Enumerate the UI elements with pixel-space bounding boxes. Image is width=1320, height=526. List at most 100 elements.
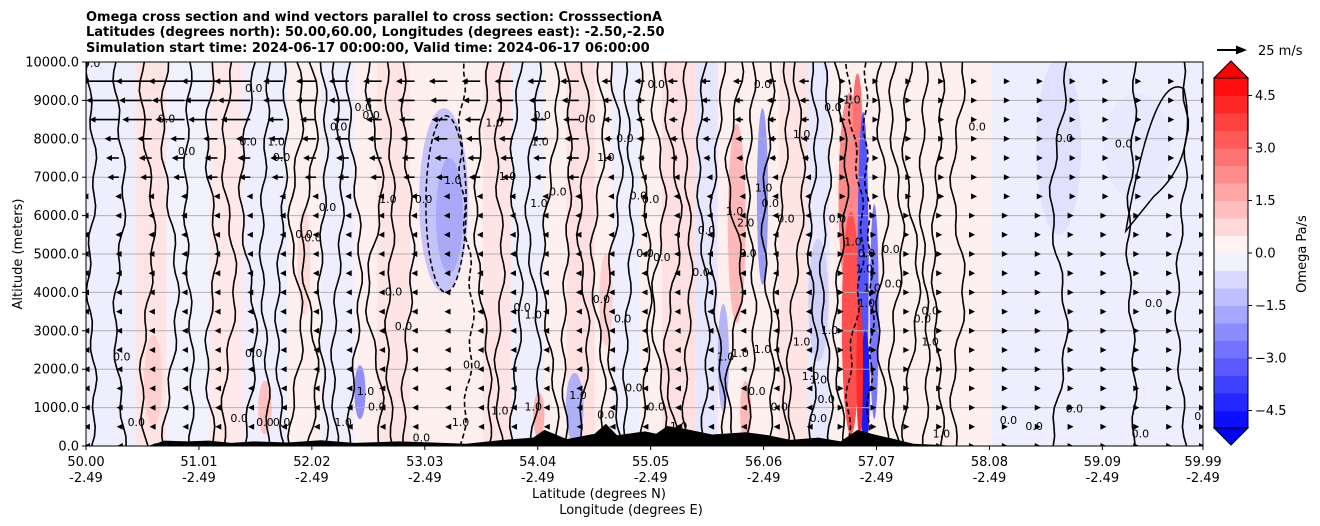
contour-line: [637, 62, 653, 446]
wind-vector: [1199, 443, 1203, 446]
y-axis-label: Altitude (meters): [11, 199, 26, 310]
wind-vector: [969, 443, 976, 446]
contour-line: [86, 62, 98, 446]
wind-vector: [969, 308, 976, 315]
wind-vector: [500, 155, 507, 161]
wind-vector: [411, 270, 418, 277]
wind-vector: [1034, 366, 1041, 373]
contour-label: 0.0: [653, 251, 671, 264]
wind-vector: [89, 116, 96, 123]
wind-vector: [1133, 443, 1140, 446]
wind-vector: [936, 347, 943, 353]
quiver-key-arrowhead: [1236, 45, 1247, 55]
wind-vector: [1133, 366, 1140, 373]
wind-vector: [1102, 135, 1109, 142]
wind-vector: [603, 135, 610, 142]
wind-vector: [905, 193, 912, 200]
wind-vector: [837, 385, 844, 392]
wind-vector: [575, 231, 582, 238]
wind-vector: [903, 385, 910, 392]
contour-line: [182, 62, 195, 446]
wind-vector: [576, 347, 583, 353]
wind-vector: [148, 231, 155, 238]
contour-line: [785, 62, 807, 446]
wind-vector: [263, 97, 270, 104]
wind-vector: [1199, 404, 1203, 411]
wind-vector: [903, 366, 910, 373]
x-tick-label-latitude: 54.04: [519, 455, 556, 470]
wind-vector: [608, 193, 615, 200]
wind-vector: [674, 251, 681, 257]
wind-vector: [1069, 193, 1076, 200]
colorbar-segment: [1214, 340, 1248, 359]
wind-vector: [180, 193, 187, 200]
contour-label: 1.0: [499, 170, 517, 183]
contour-label: 0.0: [239, 136, 257, 149]
wind-vector: [837, 404, 844, 411]
wind-vector: [86, 423, 90, 430]
wind-vector: [732, 78, 739, 85]
wind-vector: [805, 212, 812, 219]
wind-vector: [700, 97, 707, 104]
wind-vector: [806, 327, 813, 334]
wind-vector: [739, 174, 746, 181]
wind-vector: [969, 404, 976, 411]
wind-vector: [805, 308, 812, 315]
colorbar-segment: [1214, 95, 1248, 114]
contour-line: [524, 62, 543, 446]
wind-vector: [1166, 443, 1173, 446]
wind-vector: [411, 327, 418, 334]
contour-line: [345, 62, 363, 446]
title-line-3: Simulation start time: 2024-06-17 00:00:…: [86, 41, 650, 56]
wind-vector: [971, 155, 978, 161]
wind-vector: [444, 347, 451, 353]
contour-label: 1.0: [810, 374, 828, 387]
wind-vector: [806, 423, 813, 430]
wind-vector: [575, 270, 582, 277]
contour-line: [589, 62, 607, 446]
wind-vector: [295, 97, 302, 104]
wind-vector: [495, 97, 502, 104]
wind-vector: [378, 327, 385, 334]
contour-label: 2.0: [737, 216, 755, 229]
wind-vector: [1133, 308, 1140, 315]
wind-vector: [115, 289, 122, 296]
wind-vector: [1036, 193, 1043, 200]
wind-vector: [543, 404, 550, 411]
x-tick-label-longitude: -2.49: [521, 471, 555, 486]
wind-vector: [936, 366, 943, 373]
wind-vector: [86, 443, 90, 446]
wind-vector: [1069, 155, 1076, 161]
wind-vector: [772, 212, 779, 219]
wind-vector: [769, 155, 776, 161]
colorbar-segment: [1214, 113, 1248, 131]
wind-vector: [1201, 174, 1203, 181]
wind-vector: [870, 366, 877, 373]
wind-vector: [1201, 135, 1203, 142]
wind-vector: [1133, 404, 1140, 411]
wind-vector: [1034, 308, 1041, 315]
contour-label: 0.0: [178, 145, 196, 158]
colorbar-segment: [1214, 288, 1248, 306]
wind-vector: [837, 423, 844, 430]
contour-label: 0.0: [1132, 427, 1150, 440]
wind-vector: [740, 423, 747, 430]
wind-vector: [1003, 193, 1010, 200]
wind-vector: [86, 385, 90, 392]
wind-vector: [1133, 231, 1140, 238]
wind-vector: [86, 97, 93, 104]
wind-vector: [1034, 404, 1041, 411]
wind-vector: [564, 135, 571, 142]
wind-vector: [1001, 231, 1008, 238]
contour-label: 0.0: [304, 232, 322, 245]
wind-vector: [1067, 270, 1074, 277]
wind-vector: [969, 289, 976, 296]
wind-vector: [280, 385, 287, 392]
contour-line: [316, 62, 330, 446]
wind-vector: [378, 193, 385, 200]
wind-vector: [238, 174, 245, 181]
wind-vector: [181, 270, 188, 277]
wind-vector: [312, 212, 319, 219]
wind-vector: [86, 289, 89, 296]
wind-vector: [345, 212, 352, 219]
